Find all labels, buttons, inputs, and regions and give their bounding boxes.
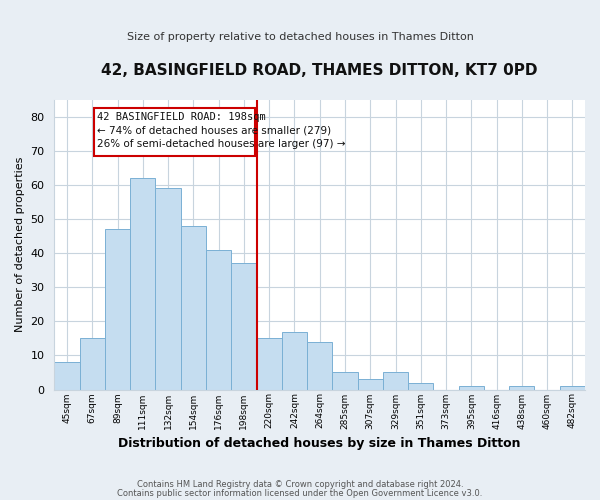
- Bar: [80, 338, 105, 390]
- Bar: [509, 386, 535, 390]
- Bar: [358, 380, 383, 390]
- Title: 42, BASINGFIELD ROAD, THAMES DITTON, KT7 0PD: 42, BASINGFIELD ROAD, THAMES DITTON, KT7…: [101, 62, 538, 78]
- X-axis label: Distribution of detached houses by size in Thames Ditton: Distribution of detached houses by size …: [118, 437, 521, 450]
- Bar: [130, 178, 155, 390]
- Bar: [155, 188, 181, 390]
- Bar: [383, 372, 408, 390]
- Bar: [206, 250, 231, 390]
- Text: 26% of semi-detached houses are larger (97) →: 26% of semi-detached houses are larger (…: [97, 140, 345, 149]
- Bar: [307, 342, 332, 390]
- Bar: [55, 362, 80, 390]
- Text: Size of property relative to detached houses in Thames Ditton: Size of property relative to detached ho…: [127, 32, 473, 42]
- Text: 42 BASINGFIELD ROAD: 198sqm: 42 BASINGFIELD ROAD: 198sqm: [97, 112, 265, 122]
- Bar: [332, 372, 358, 390]
- Bar: [257, 338, 282, 390]
- Bar: [408, 382, 433, 390]
- Y-axis label: Number of detached properties: Number of detached properties: [15, 157, 25, 332]
- Text: Contains HM Land Registry data © Crown copyright and database right 2024.: Contains HM Land Registry data © Crown c…: [137, 480, 463, 489]
- Bar: [231, 264, 257, 390]
- Text: Contains public sector information licensed under the Open Government Licence v3: Contains public sector information licen…: [118, 489, 482, 498]
- Text: ← 74% of detached houses are smaller (279): ← 74% of detached houses are smaller (27…: [97, 126, 331, 136]
- Bar: [181, 226, 206, 390]
- Bar: [458, 386, 484, 390]
- FancyBboxPatch shape: [94, 108, 255, 156]
- Bar: [560, 386, 585, 390]
- Bar: [282, 332, 307, 390]
- Bar: [105, 229, 130, 390]
